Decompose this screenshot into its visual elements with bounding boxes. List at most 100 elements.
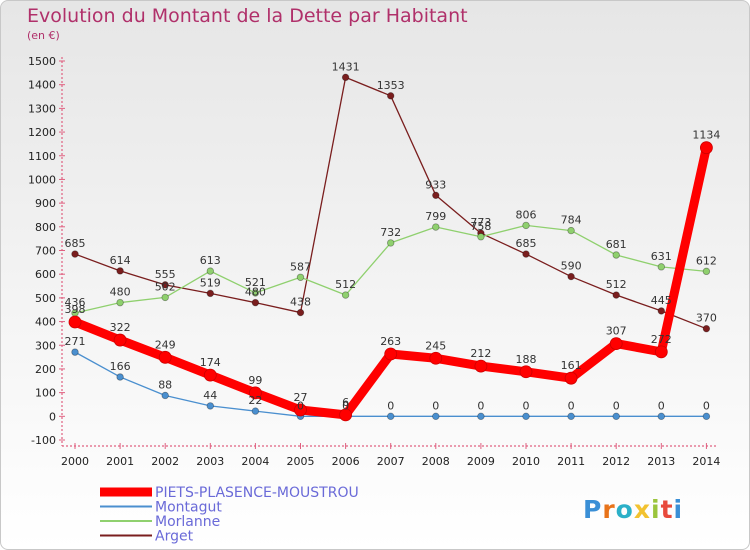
data-point-montagut	[522, 412, 530, 421]
data-point-morlanne	[341, 291, 350, 299]
data-point-arget	[71, 250, 79, 258]
data-label-arget: 1431	[332, 60, 360, 73]
data-point-arget	[161, 281, 169, 289]
data-point-arget	[387, 92, 395, 100]
data-point-montagut	[161, 391, 169, 400]
data-label-arget: 590	[561, 260, 582, 273]
y-tick-label: 1500	[28, 55, 56, 68]
x-tick-label: 2007	[377, 455, 405, 468]
data-point-montagut	[71, 348, 79, 356]
data-label-piets-plasence-moustrou: 188	[516, 353, 537, 366]
data-label-arget: 555	[155, 268, 176, 281]
data-point-montagut	[206, 402, 214, 410]
data-point-piets-plasence-moustrou	[654, 345, 668, 359]
legend-label: Morlanne	[155, 514, 220, 530]
data-point-piets-plasence-moustrou	[609, 337, 623, 350]
y-tick-label: 1400	[28, 79, 56, 92]
data-label-arget: 614	[110, 254, 131, 267]
data-point-piets-plasence-moustrou	[203, 368, 217, 382]
data-label-montagut: 0	[432, 399, 439, 412]
data-label-montagut: 0	[703, 399, 710, 412]
proxiti-logo: Proxiti	[583, 495, 683, 524]
x-tick-label: 2004	[241, 455, 269, 468]
data-point-morlanne	[477, 233, 485, 241]
data-label-arget: 445	[651, 294, 672, 307]
data-label-morlanne: 681	[606, 238, 627, 251]
data-label-montagut: 0	[568, 399, 575, 412]
x-tick-label: 2009	[467, 455, 495, 468]
data-label-arget: 480	[245, 286, 266, 299]
data-label-morlanne: 612	[696, 254, 717, 267]
data-label-morlanne: 806	[516, 208, 537, 221]
x-tick-label: 2003	[196, 455, 224, 468]
data-point-morlanne	[702, 267, 711, 276]
data-label-piets-plasence-moustrou: 272	[651, 333, 672, 346]
data-point-arget	[341, 73, 350, 82]
data-point-piets-plasence-moustrou	[339, 408, 353, 422]
data-label-morlanne: 613	[200, 254, 221, 267]
data-point-piets-plasence-moustrou	[700, 141, 713, 155]
legend: PIETS-PLASENCE-MOUSTROUMontagutMorlanneA…	[100, 485, 359, 545]
data-point-morlanne	[161, 293, 169, 302]
data-label-piets-plasence-moustrou: 263	[380, 335, 401, 348]
data-label-morlanne: 587	[290, 260, 311, 273]
data-label-piets-plasence-moustrou: 6	[342, 396, 349, 409]
legend-label: Arget	[155, 529, 194, 545]
y-tick-label: 0	[49, 410, 56, 423]
y-tick-label: 1000	[28, 173, 56, 186]
x-tick-label: 2005	[287, 455, 315, 468]
data-point-arget	[522, 250, 530, 258]
x-tick-label: 2008	[422, 455, 450, 468]
data-label-morlanne: 799	[425, 210, 446, 223]
data-label-montagut: 0	[523, 399, 530, 412]
y-tick-label: 100	[35, 387, 56, 400]
data-label-montagut: 0	[342, 399, 349, 412]
data-point-arget	[206, 289, 214, 298]
data-point-morlanne	[657, 263, 665, 271]
data-point-arget	[251, 298, 260, 307]
logo-text: Proxiti	[583, 495, 683, 524]
data-point-morlanne	[387, 239, 395, 247]
data-point-montagut	[657, 412, 665, 421]
data-point-piets-plasence-moustrou	[113, 333, 127, 347]
data-label-morlanne: 436	[65, 296, 86, 309]
data-point-piets-plasence-moustrou	[519, 365, 533, 379]
y-tick-label: 500	[35, 292, 56, 305]
data-label-montagut: 0	[387, 399, 394, 412]
data-point-morlanne	[206, 267, 214, 275]
data-label-montagut: 22	[248, 394, 262, 407]
series-morlanne	[71, 221, 711, 317]
data-label-piets-plasence-moustrou: 245	[425, 339, 446, 352]
data-point-morlanne	[296, 273, 305, 281]
axes: -100010020030040050060070080090010001100…	[28, 55, 720, 468]
y-tick-label: 900	[35, 197, 56, 210]
data-label-arget: 685	[65, 237, 86, 250]
series-montagut	[71, 348, 711, 421]
data-label-piets-plasence-moustrou: 212	[470, 347, 491, 360]
data-point-arget	[116, 267, 124, 275]
data-label-arget: 1353	[377, 79, 405, 92]
data-point-piets-plasence-moustrou	[564, 371, 578, 385]
data-label-arget: 519	[200, 276, 221, 289]
data-point-montagut	[477, 412, 485, 421]
data-label-arget: 512	[606, 278, 627, 291]
legend-item-arget: Arget	[100, 529, 194, 545]
y-tick-label: 1300	[28, 102, 56, 115]
data-label-morlanne: 512	[335, 278, 356, 291]
data-point-arget	[432, 191, 440, 200]
data-label-arget: 370	[696, 312, 717, 325]
data-label-piets-plasence-moustrou: 27	[294, 391, 308, 404]
data-label-piets-plasence-moustrou: 1134	[692, 129, 720, 142]
x-tick-label: 2001	[106, 455, 134, 468]
data-point-montagut	[387, 412, 395, 421]
data-point-arget	[702, 324, 711, 333]
data-label-montagut: 166	[110, 360, 131, 373]
data-point-piets-plasence-moustrou	[474, 359, 488, 373]
legend-label: PIETS-PLASENCE-MOUSTROU	[155, 485, 359, 501]
data-point-piets-plasence-moustrou	[384, 347, 398, 361]
x-tick-label: 2010	[512, 455, 540, 468]
data-label-arget: 685	[516, 237, 537, 250]
data-point-morlanne	[116, 298, 124, 307]
